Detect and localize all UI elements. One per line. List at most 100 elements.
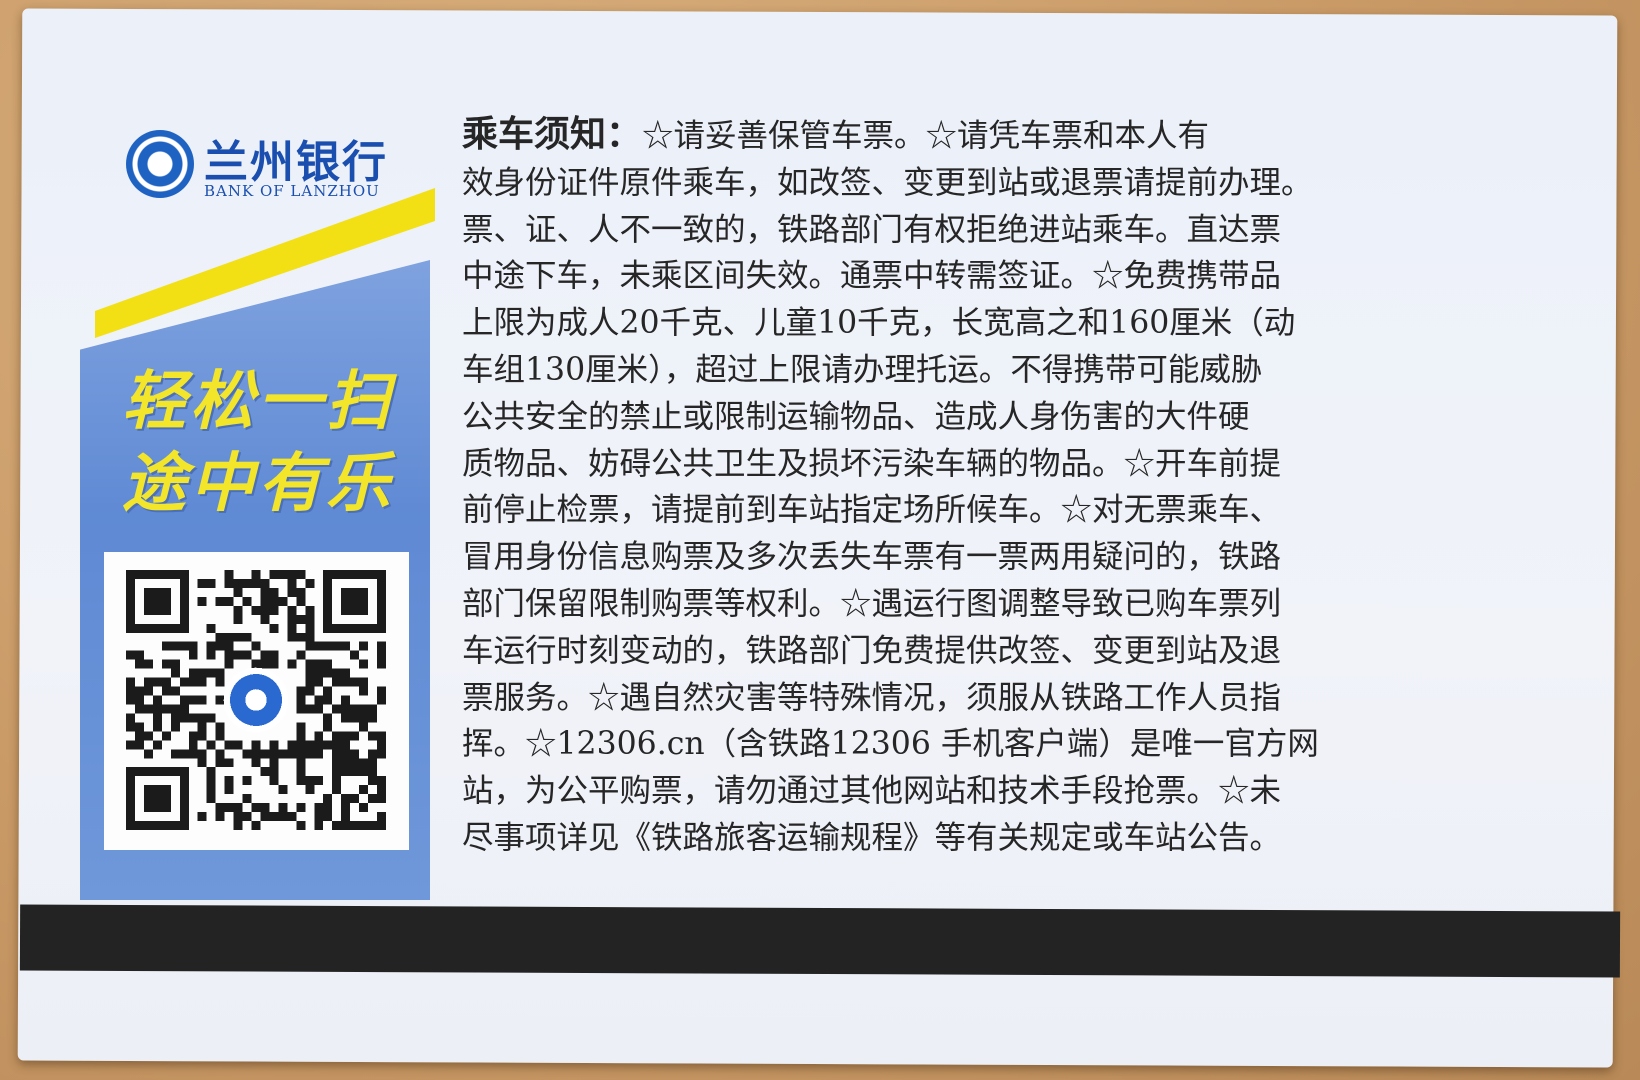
qr-module (197, 578, 207, 588)
qr-module (287, 570, 297, 579)
qr-module (188, 740, 198, 750)
qr-module (242, 650, 252, 660)
qr-module (215, 641, 225, 651)
qr-module (215, 749, 225, 759)
qr-module (197, 677, 207, 687)
qr-module (377, 749, 386, 759)
notice-line: 冒用身份信息购票及多次丢失车票有一票两用疑问的，铁路 (462, 539, 1282, 576)
qr-module (143, 731, 153, 741)
qr-module (305, 614, 315, 624)
qr-module (377, 785, 386, 795)
qr-module (134, 686, 144, 696)
qr-module (260, 578, 270, 588)
qr-module (152, 722, 162, 732)
qr-module (377, 650, 386, 660)
qr-module (161, 641, 171, 651)
qr-module (368, 731, 378, 741)
qr-module (143, 686, 153, 696)
qr-module (359, 803, 369, 813)
qr-module (224, 570, 234, 579)
qr-module (305, 776, 315, 786)
qr-module (305, 668, 315, 678)
qr-module (305, 704, 315, 714)
qr-module (170, 704, 180, 714)
qr-module (134, 650, 144, 660)
qr-module (126, 650, 135, 660)
qr-module (359, 704, 369, 714)
qr-module (251, 749, 261, 759)
qr-module (368, 749, 378, 759)
qr-module (314, 812, 324, 822)
qr-module (134, 740, 144, 750)
qr-module (260, 749, 270, 759)
qr-module (206, 767, 216, 777)
qr-module (359, 659, 369, 669)
qr-module (377, 776, 386, 786)
qr-module (179, 677, 189, 687)
qr-module (251, 659, 261, 669)
qr-module (332, 776, 342, 786)
notice-line: 票服务。☆遇自然灾害等特殊情况，须服从铁路工作人员指 (462, 679, 1282, 716)
qr-module (341, 740, 351, 750)
qr-module (242, 578, 252, 588)
qr-module (332, 749, 342, 759)
qr-module (350, 650, 360, 660)
qr-module (323, 641, 333, 651)
qr-module (233, 578, 243, 588)
qr-module (278, 812, 288, 822)
qr-module (215, 668, 225, 678)
notice-line-1: 乘车须知：☆请妥善保管车票。☆请凭车票和本人有 (462, 112, 1452, 160)
qr-module (287, 605, 297, 615)
qr-module (269, 587, 279, 597)
qr-module (359, 713, 369, 723)
qr-module (143, 659, 153, 669)
qr-module (296, 758, 306, 768)
qr-module (323, 812, 333, 822)
qr-module (233, 740, 243, 750)
qr-module (188, 650, 198, 660)
qr-module (305, 686, 315, 696)
qr-module (305, 659, 315, 669)
qr-module (359, 686, 369, 696)
qr-module (341, 695, 351, 705)
qr-module (296, 803, 306, 813)
qr-module (242, 776, 252, 786)
qr-module (377, 659, 386, 669)
qr-module (278, 785, 288, 795)
qr-code-icon[interactable] (126, 570, 386, 830)
bank-logo-icon (126, 130, 194, 198)
qr-module (323, 668, 333, 678)
qr-module (287, 614, 297, 624)
qr-module (260, 614, 270, 624)
qr-module (126, 677, 135, 687)
qr-module (206, 785, 216, 795)
qr-module (224, 785, 234, 795)
qr-module (242, 632, 252, 642)
qr-module (170, 668, 180, 678)
qr-module (152, 740, 162, 750)
qr-module (287, 632, 297, 642)
qr-module (296, 749, 306, 759)
qr-module (260, 659, 270, 669)
qr-module (188, 695, 198, 705)
qr-module (251, 758, 261, 768)
qr-module (359, 677, 369, 687)
qr-module (152, 704, 162, 714)
qr-module (188, 749, 198, 759)
qr-module (206, 776, 216, 786)
qr-module (269, 623, 279, 633)
qr-module (287, 659, 297, 669)
qr-module (179, 695, 189, 705)
qr-module (314, 803, 324, 813)
qr-module (359, 758, 369, 768)
notice-line: 前停止检票，请提前到车站指定场所候车。☆对无票乘车、 (462, 492, 1282, 529)
qr-module (251, 740, 261, 750)
qr-module (251, 570, 261, 579)
qr-module (341, 677, 351, 687)
qr-module (170, 749, 180, 759)
qr-module (287, 749, 297, 759)
qr-module (206, 650, 216, 660)
qr-module (251, 821, 261, 830)
qr-module (332, 740, 342, 750)
notice-line: 站，为公平购票，请勿通过其他网站和技术手段抢票。☆未 (462, 773, 1282, 810)
